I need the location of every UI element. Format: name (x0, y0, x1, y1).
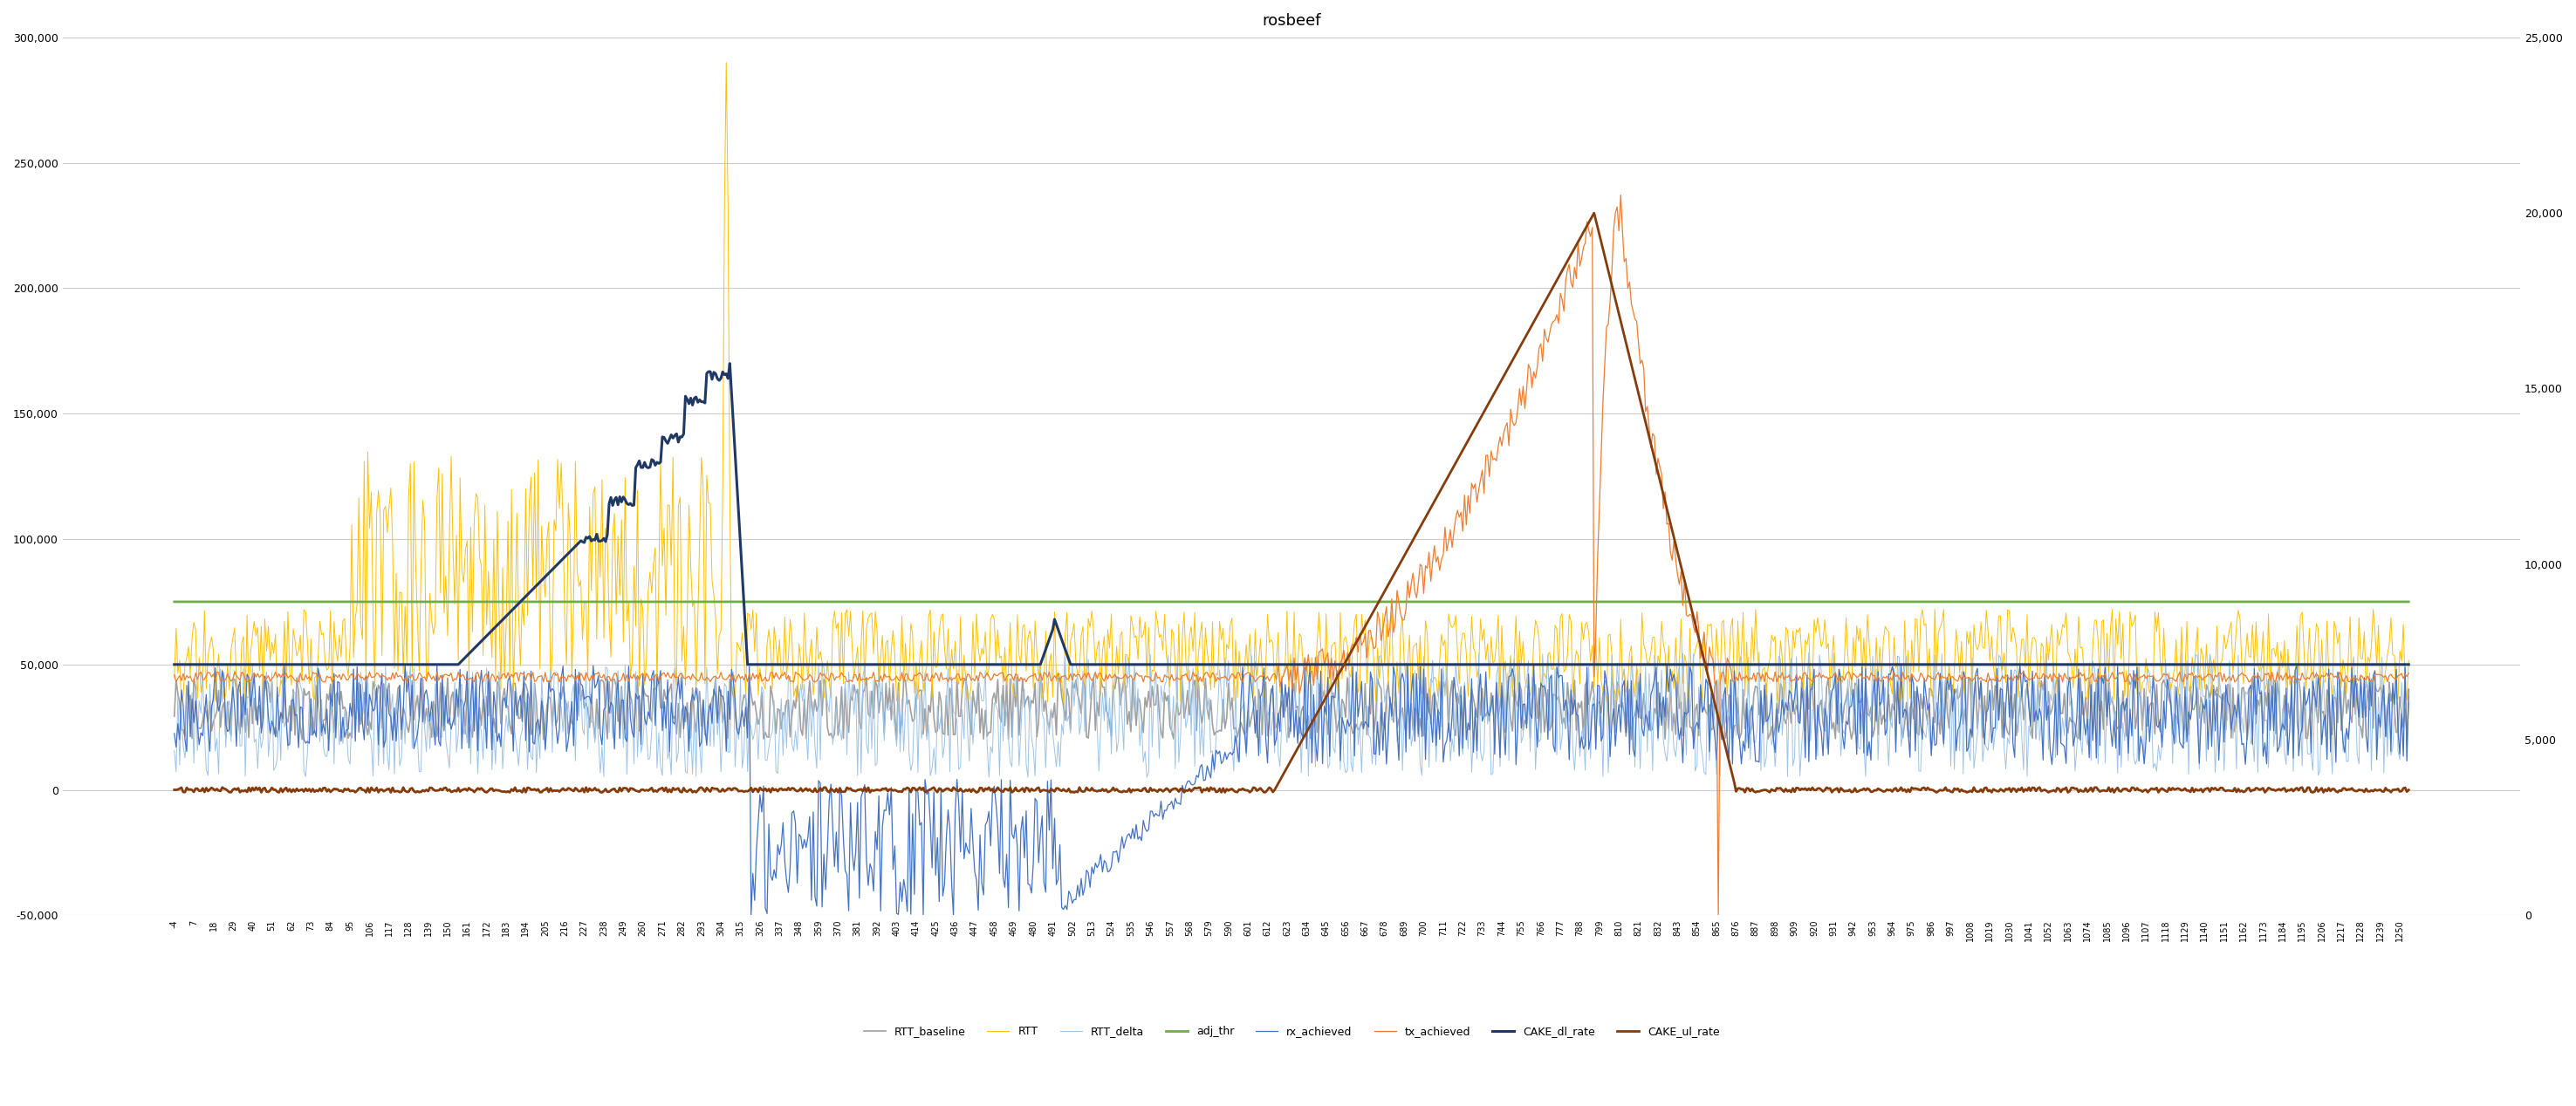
RTT_baseline (1690, 706, 1721, 719)
RTT (1963, 644, 1994, 657)
Line: RTT_delta: RTT_delta (175, 653, 2409, 778)
CAKE_dl_rate (1352, 658, 1383, 671)
RTT_delta (1744, 646, 1775, 659)
RTT_delta (1012, 771, 1043, 784)
RTT_delta (160, 744, 191, 758)
RTT_baseline (160, 710, 191, 723)
RTT_baseline (1615, 733, 1646, 747)
CAKE_dl_rate (1960, 658, 1991, 671)
rx_achieved (2393, 682, 2424, 696)
CAKE_ul_rate (1690, 660, 1721, 674)
RTT (1033, 696, 1064, 709)
rx_achieved (938, 908, 969, 921)
rx_achieved (1391, 658, 1422, 671)
CAKE_ul_rate (160, 783, 191, 796)
CAKE_dl_rate (1690, 658, 1721, 671)
RTT_delta (1963, 727, 1994, 740)
Legend: RTT_baseline, RTT, RTT_delta, adj_thr, rx_achieved, tx_achieved, CAKE_dl_rate, C: RTT_baseline, RTT, RTT_delta, adj_thr, r… (860, 1022, 1723, 1042)
Line: CAKE_ul_rate: CAKE_ul_rate (175, 213, 2409, 792)
tx_achieved (160, 668, 191, 681)
adj_thr (1739, 595, 1770, 608)
rx_achieved (1352, 717, 1383, 730)
RTT_delta (703, 709, 734, 722)
Line: tx_achieved: tx_achieved (175, 195, 2409, 916)
CAKE_ul_rate (1963, 785, 1994, 799)
RTT (1741, 644, 1772, 657)
rx_achieved (489, 691, 520, 705)
CAKE_ul_rate (703, 785, 734, 799)
RTT (703, 628, 734, 641)
Title: rosbeef: rosbeef (1262, 13, 1321, 29)
tx_achieved (1963, 669, 1994, 682)
CAKE_ul_rate (1579, 207, 1610, 220)
tx_achieved (703, 671, 734, 685)
RTT (160, 670, 191, 684)
adj_thr (1350, 595, 1381, 608)
CAKE_dl_rate (2393, 658, 2424, 671)
CAKE_ul_rate (489, 785, 520, 799)
CAKE_ul_rate (961, 785, 992, 799)
RTT_baseline (489, 682, 520, 696)
rx_achieved (1963, 661, 1994, 675)
RTT_delta (489, 731, 520, 744)
RTT (489, 671, 520, 685)
CAKE_ul_rate (2393, 783, 2424, 796)
RTT_delta (1352, 699, 1383, 712)
rx_achieved (1741, 754, 1772, 768)
RTT_baseline (1100, 670, 1131, 684)
tx_achieved (1703, 909, 1734, 922)
Line: RTT: RTT (175, 63, 2409, 702)
RTT_delta (1741, 735, 1772, 749)
CAKE_dl_rate (714, 357, 744, 371)
CAKE_dl_rate (489, 612, 520, 625)
adj_thr (1687, 595, 1718, 608)
RTT_delta (1690, 765, 1721, 779)
Line: rx_achieved: rx_achieved (175, 665, 2409, 915)
CAKE_ul_rate (1741, 785, 1772, 799)
adj_thr (2393, 595, 2424, 608)
Line: CAKE_dl_rate: CAKE_dl_rate (175, 364, 2409, 665)
RTT_baseline (2393, 697, 2424, 710)
tx_achieved (1690, 625, 1721, 638)
adj_thr (160, 595, 191, 608)
RTT_baseline (703, 713, 734, 727)
tx_achieved (489, 667, 520, 680)
rx_achieved (160, 727, 191, 740)
rx_achieved (1690, 672, 1721, 686)
RTT (1352, 641, 1383, 655)
Line: RTT_baseline: RTT_baseline (175, 677, 2409, 740)
tx_achieved (2393, 667, 2424, 680)
adj_thr (489, 595, 520, 608)
CAKE_dl_rate (1741, 658, 1772, 671)
CAKE_dl_rate (703, 374, 734, 387)
RTT_baseline (1352, 728, 1383, 741)
RTT (1690, 646, 1721, 659)
RTT (711, 56, 742, 70)
RTT_baseline (1963, 722, 1994, 735)
tx_achieved (1741, 666, 1772, 679)
CAKE_ul_rate (1352, 617, 1383, 630)
RTT_baseline (1741, 681, 1772, 695)
tx_achieved (1350, 627, 1381, 640)
adj_thr (703, 595, 734, 608)
adj_thr (1958, 595, 1989, 608)
CAKE_dl_rate (160, 658, 191, 671)
RTT (2393, 654, 2424, 667)
RTT_delta (2393, 690, 2424, 703)
tx_achieved (1605, 188, 1636, 201)
rx_achieved (703, 679, 734, 692)
